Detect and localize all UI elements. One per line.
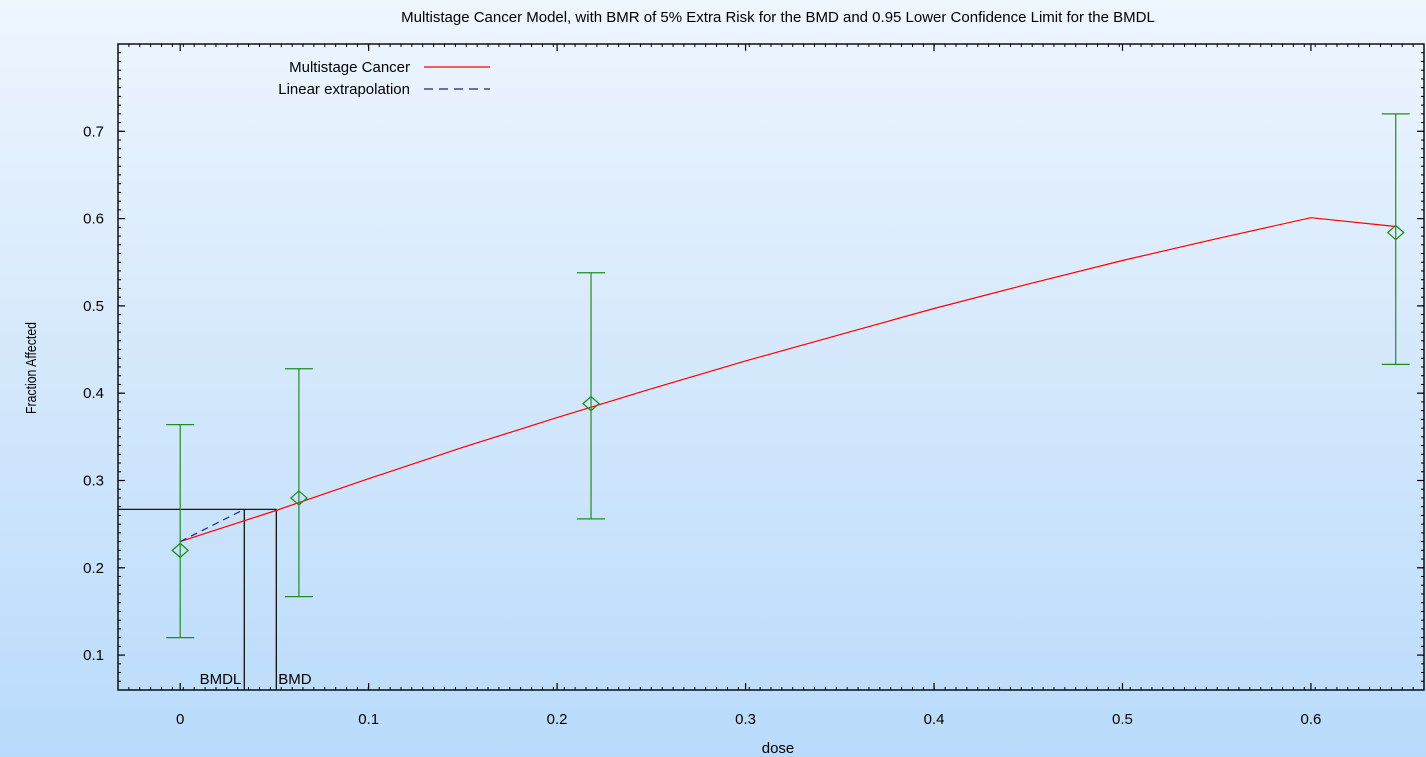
- y-tick-label: 0.5: [83, 298, 104, 315]
- x-tick-label: 0.3: [735, 711, 756, 728]
- bmd-label: BMD: [278, 671, 312, 688]
- x-tick-label: 0.6: [1300, 711, 1321, 728]
- data-point-marker: [171, 542, 190, 559]
- observed-point-group: [166, 424, 195, 639]
- bmdl-label: BMDL: [200, 671, 242, 688]
- legend-label: Multistage Cancer: [289, 59, 410, 76]
- bmd-reference-lines: BMDL BMD: [118, 508, 312, 690]
- y-tick-label: 0.4: [83, 385, 104, 402]
- y-tick-label: 0.2: [83, 560, 104, 577]
- x-tick-label: 0.2: [547, 711, 568, 728]
- observed-point-group: [577, 272, 606, 520]
- x-tick-label: 0.5: [1112, 711, 1133, 728]
- multistage-cancer-line: [180, 217, 1396, 543]
- data-point-marker: [1386, 224, 1405, 241]
- y-tick-label: 0.3: [83, 472, 104, 489]
- y-tick-label: 0.7: [83, 123, 104, 140]
- y-axis-label: Fraction Affected: [23, 322, 39, 414]
- x-axis: 0 0.1 0.2 0.3 0.4 0.5 0.6: [176, 44, 1321, 728]
- observed-data: [166, 113, 1410, 639]
- data-point-marker: [582, 395, 601, 412]
- observed-point-group: [284, 368, 313, 598]
- data-point-marker: [289, 490, 308, 506]
- x-tick-label: 0: [176, 711, 184, 728]
- y-axis: 0.1 0.2 0.3 0.4 0.5 0.6 0.7: [83, 123, 1424, 664]
- x-tick-label: 0.4: [924, 711, 945, 728]
- legend: Multistage Cancer Linear extrapolation: [278, 59, 490, 98]
- y-tick-label: 0.1: [83, 647, 104, 664]
- legend-label: Linear extrapolation: [278, 81, 410, 98]
- x-tick-label: 0.1: [358, 711, 379, 728]
- chart-title: Multistage Cancer Model, with BMR of 5% …: [401, 9, 1155, 26]
- observed-point-group: [1381, 113, 1410, 365]
- x-axis-label: dose: [762, 740, 795, 757]
- y-tick-label: 0.6: [83, 211, 104, 228]
- plot-frame: [117, 43, 1425, 691]
- linear-extrapolation-line: [179, 508, 245, 543]
- series-layer: [179, 217, 1396, 543]
- plot-border: [117, 43, 1425, 691]
